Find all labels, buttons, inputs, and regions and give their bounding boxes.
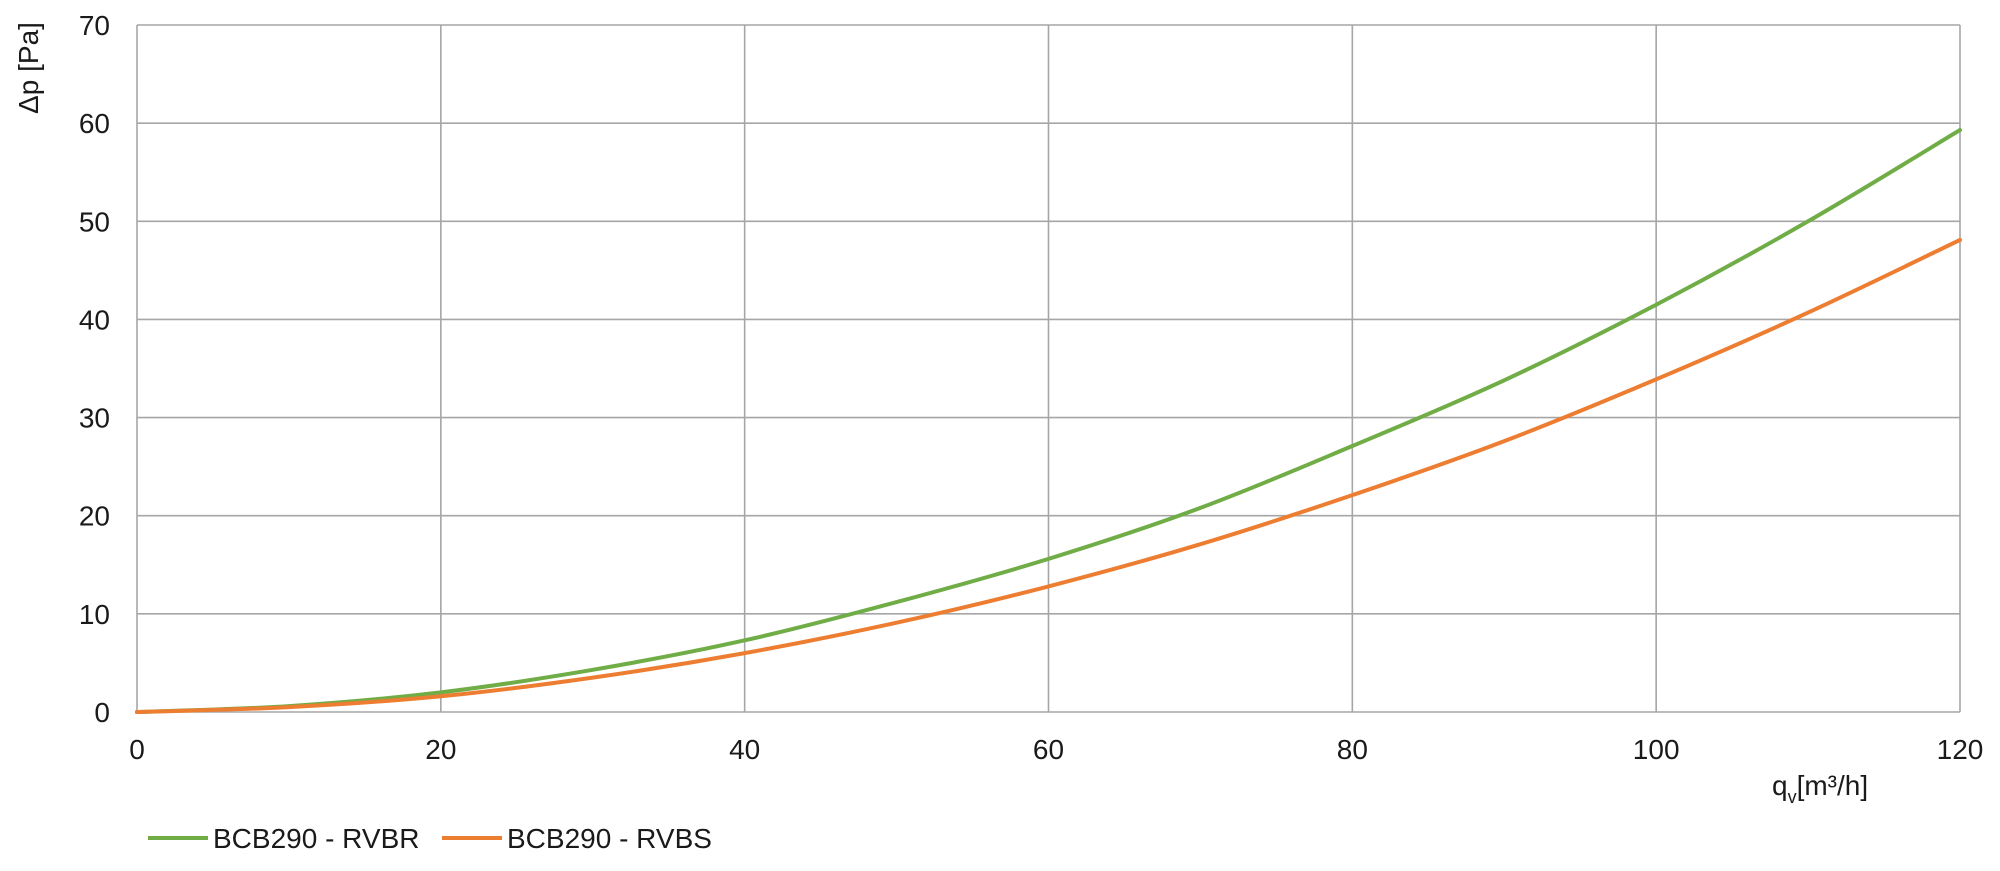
y-tick-50: 50 [79,206,110,237]
x-axis-title-q: q [1772,770,1788,801]
x-axis-title-sub: v [1788,787,1797,807]
y-tick-60: 60 [79,108,110,139]
x-axis-title-unit: [m³/h] [1797,770,1869,801]
x-tick-40: 40 [729,734,760,765]
grid-lines [136,24,1961,713]
y-tick-0: 0 [94,697,110,728]
x-tick-60: 60 [1033,734,1064,765]
x-tick-20: 20 [425,734,456,765]
y-axis-title: Δp [Pa] [13,22,44,114]
series-line-rvbs [135,237,1962,714]
y-tick-70: 70 [79,10,110,41]
legend-label-rvbr: BCB290 - RVBR [213,823,419,854]
x-tick-120: 120 [1937,734,1984,765]
y-tick-labels: 0 10 20 30 40 50 60 70 [79,10,110,728]
legend: BCB290 - RVBR BCB290 - RVBS [148,823,712,854]
legend-label-rvbs: BCB290 - RVBS [507,823,712,854]
y-tick-10: 10 [79,599,110,630]
x-axis-title: qv[m³/h] [1772,770,1868,807]
x-tick-80: 80 [1337,734,1368,765]
y-tick-40: 40 [79,304,110,335]
x-tick-0: 0 [129,734,145,765]
series-line-rvbr [135,128,1962,714]
x-tick-100: 100 [1633,734,1680,765]
y-tick-20: 20 [79,501,110,532]
y-tick-30: 30 [79,403,110,434]
x-tick-labels: 0 20 40 60 80 100 120 [129,734,1983,765]
series-lines [135,128,1962,714]
